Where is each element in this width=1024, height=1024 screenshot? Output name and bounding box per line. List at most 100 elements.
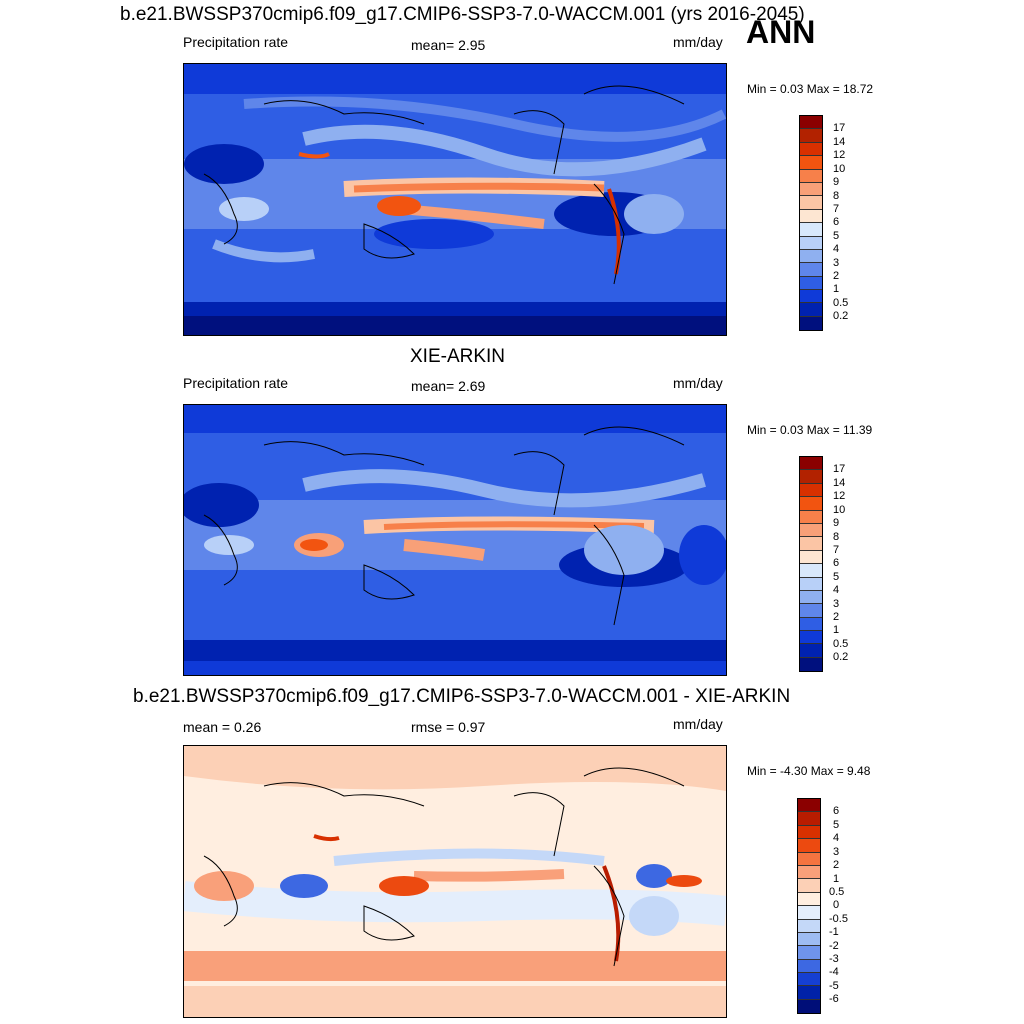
panel2-colorbar-swatch xyxy=(800,470,822,484)
panel2-colorbar-label: 7 xyxy=(833,544,840,556)
panel1-colorbar-label: 6 xyxy=(833,216,840,228)
panel3-colorbar-swatch xyxy=(798,999,820,1014)
panel2-colorbar-label: 8 xyxy=(833,531,840,543)
panel2-colorbar-swatch xyxy=(800,483,822,498)
panel3-colorbar-swatch xyxy=(798,959,820,974)
panel2-colorbar-swatch xyxy=(800,550,822,565)
panel1-colorbar-label: 0.5 xyxy=(833,297,849,309)
panel1-colorbar-label: 0.2 xyxy=(833,310,849,322)
panel1-colorbar-label: 14 xyxy=(833,136,846,148)
panel2-colorbar-label: 17 xyxy=(833,463,846,475)
panel2-colorbar-swatch xyxy=(800,590,822,605)
panel3-colorbar-label: -0.5 xyxy=(829,913,848,925)
panel3-colorbar-swatch xyxy=(798,946,820,960)
panel1-colorbar-label: 10 xyxy=(833,163,846,175)
panel2-colorbar-label: 0.5 xyxy=(833,638,849,650)
panel1-colorbar-swatch xyxy=(800,263,822,277)
panel3-rmse-label: rmse = 0.97 xyxy=(411,719,486,735)
panel3-colorbar-label: 2 xyxy=(833,859,840,871)
panel1-colorbar-label: 4 xyxy=(833,243,840,255)
panel3-colorbar-label: -5 xyxy=(829,980,839,992)
season-label: ANN xyxy=(746,14,816,50)
panel2-colorbar xyxy=(799,456,823,673)
panel2-map-svg xyxy=(184,405,726,675)
panel2-mean-label: mean= 2.69 xyxy=(411,378,486,394)
panel3-colorbar-label: 3 xyxy=(833,846,840,858)
panel2-colorbar-swatch xyxy=(800,564,822,578)
panel2-colorbar-label: 14 xyxy=(833,477,846,489)
panel1-precip-map xyxy=(183,63,727,336)
panel2-units-label: mm/day xyxy=(673,375,723,391)
panel2-colorbar-label: 4 xyxy=(833,584,840,596)
panel3-colorbar-label: -4 xyxy=(829,966,839,978)
panel3-colorbar-swatch xyxy=(798,799,820,813)
panel2-precip-map xyxy=(183,404,727,676)
panel3-colorbar-label: 0 xyxy=(833,899,840,911)
panel1-colorbar-label: 5 xyxy=(833,230,840,242)
panel1-colorbar-swatch xyxy=(800,290,822,304)
panel3-map-svg xyxy=(184,746,726,1017)
panel3-colorbar-label: 6 xyxy=(833,805,840,817)
panel2-colorbar-swatch xyxy=(800,657,822,672)
panel1-colorbar-swatch xyxy=(800,303,822,317)
panel2-colorbar-swatch xyxy=(800,497,822,511)
panel2-colorbar-label: 2 xyxy=(833,611,840,623)
panel3-colorbar-swatch xyxy=(798,919,820,933)
panel3-colorbar-swatch xyxy=(798,839,820,853)
panel1-colorbar-swatch xyxy=(800,156,822,170)
panel3-colorbar-label: 0.5 xyxy=(829,886,845,898)
panel3-colorbar-label: -2 xyxy=(829,940,839,952)
panel1-colorbar-swatch xyxy=(800,249,822,264)
panel3-colorbar-swatch xyxy=(798,973,820,987)
panel2-colorbar-swatch xyxy=(800,644,822,658)
panel1-colorbar-swatch xyxy=(800,142,822,157)
panel1-colorbar-swatch xyxy=(800,223,822,237)
panel2-colorbar-label: 1 xyxy=(833,624,840,636)
panel1-colorbar-label: 12 xyxy=(833,149,846,161)
panel1-title: b.e21.BWSSP370cmip6.f09_g17.CMIP6-SSP3-7… xyxy=(120,4,805,25)
panel1-colorbar xyxy=(799,115,823,332)
panel2-colorbar-label: 0.2 xyxy=(833,651,849,663)
panel1-minmax: Min = 0.03 Max = 18.72 xyxy=(747,82,874,96)
panel3-colorbar-label: 1 xyxy=(833,873,840,885)
panel1-colorbar-swatch xyxy=(800,182,822,197)
panel1-colorbar-swatch xyxy=(800,116,822,130)
panel3-title: b.e21.BWSSP370cmip6.f09_g17.CMIP6-SSP3-7… xyxy=(133,686,791,707)
panel3-colorbar-label: 4 xyxy=(833,832,840,844)
panel2-colorbar-label: 3 xyxy=(833,598,840,610)
panel3-colorbar-label: -1 xyxy=(829,926,839,938)
panel1-colorbar-label: 3 xyxy=(833,257,840,269)
panel2-colorbar-swatch xyxy=(800,604,822,618)
panel3-colorbar-swatch xyxy=(798,812,820,826)
panel1-variable-label: Precipitation rate xyxy=(183,34,289,50)
panel2-colorbar-swatch xyxy=(800,631,822,645)
panel3-minmax: Min = -4.30 Max = 9.48 xyxy=(747,764,871,778)
panel1-colorbar-swatch xyxy=(800,129,822,143)
panel2-colorbar-label: 9 xyxy=(833,517,840,529)
panel2-colorbar-swatch xyxy=(800,577,822,591)
panel1-colorbar-label: 9 xyxy=(833,176,840,188)
panel2-title: XIE-ARKIN xyxy=(410,346,506,367)
panel3-colorbar-label: 5 xyxy=(833,819,840,831)
panel3-units-label: mm/day xyxy=(673,716,723,732)
panel1-colorbar-label: 8 xyxy=(833,190,840,202)
panel2-colorbar-swatch xyxy=(800,537,822,551)
panel2-colorbar-swatch xyxy=(800,457,822,471)
panel2-colorbar-label: 5 xyxy=(833,571,840,583)
panel3-colorbar-swatch xyxy=(798,906,820,920)
panel1-colorbar-label: 7 xyxy=(833,203,840,215)
panel3-colorbar-swatch xyxy=(798,986,820,1000)
panel1-colorbar-label: 1 xyxy=(833,283,840,295)
panel3-colorbar-swatch xyxy=(798,892,820,907)
panel2-colorbar-label: 10 xyxy=(833,504,846,516)
panel3-difference-map xyxy=(183,745,727,1018)
panel1-colorbar-swatch xyxy=(800,276,822,291)
panel2-minmax: Min = 0.03 Max = 11.39 xyxy=(747,423,873,437)
panel1-mean-label: mean= 2.95 xyxy=(411,37,486,53)
panel1-colorbar-swatch xyxy=(800,236,822,250)
panel3-mean-label: mean = 0.26 xyxy=(183,719,262,735)
panel3-colorbar-label: -3 xyxy=(829,953,839,965)
panel1-colorbar-swatch xyxy=(800,196,822,210)
panel3-colorbar-swatch xyxy=(798,825,820,840)
panel1-colorbar-label: 17 xyxy=(833,122,846,134)
